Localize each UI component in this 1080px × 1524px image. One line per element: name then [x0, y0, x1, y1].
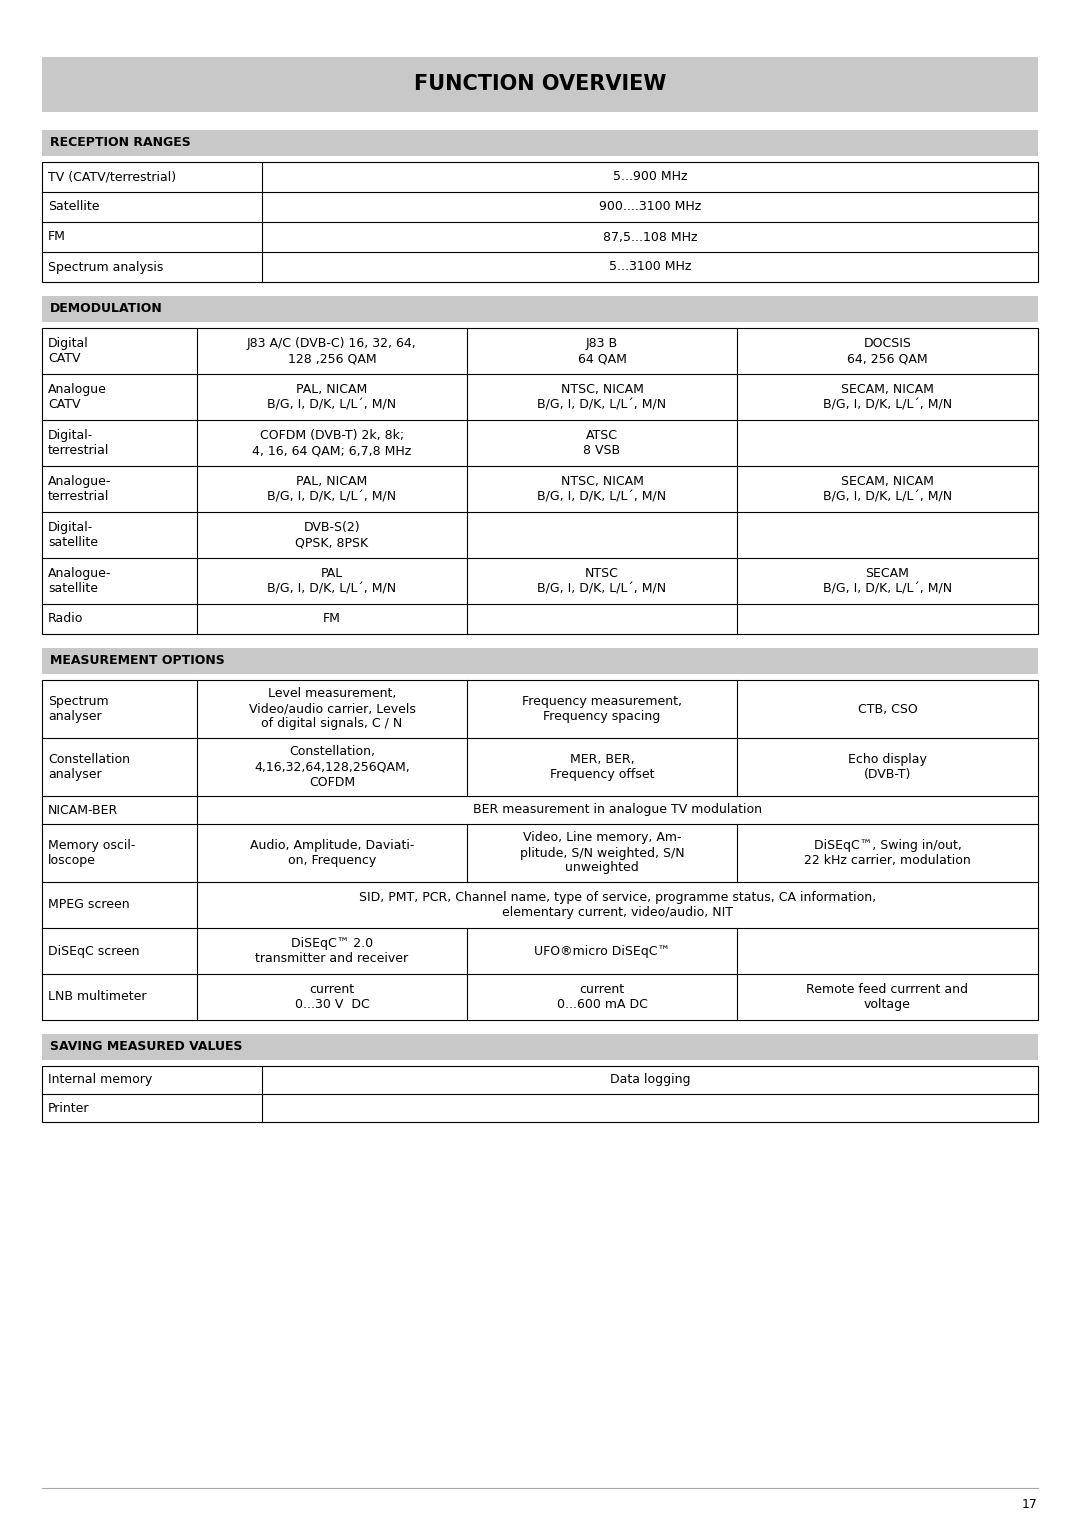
Text: 5...3100 MHz: 5...3100 MHz — [609, 261, 691, 273]
Text: DiSEqC™ 2.0
transmitter and receiver: DiSEqC™ 2.0 transmitter and receiver — [256, 937, 408, 965]
Text: 5...900 MHz: 5...900 MHz — [612, 171, 687, 183]
Text: current
0...600 mA DC: current 0...600 mA DC — [556, 983, 647, 1010]
Text: NTSC, NICAM
B/G, I, D/K, L/L´, M/N: NTSC, NICAM B/G, I, D/K, L/L´, M/N — [538, 475, 666, 503]
Bar — [42, 648, 1038, 674]
Text: Data logging: Data logging — [610, 1073, 690, 1087]
Text: Analogue-
satellite: Analogue- satellite — [48, 567, 111, 594]
Text: Radio: Radio — [48, 613, 83, 625]
Text: Analogue
CATV: Analogue CATV — [48, 383, 107, 411]
Text: Level measurement,
Video/audio carrier, Levels
of digital signals, C / N: Level measurement, Video/audio carrier, … — [248, 687, 416, 730]
Text: CTB, CSO: CTB, CSO — [858, 703, 917, 715]
Text: PAL, NICAM
B/G, I, D/K, L/L´, M/N: PAL, NICAM B/G, I, D/K, L/L´, M/N — [268, 383, 396, 411]
Text: MPEG screen: MPEG screen — [48, 899, 130, 911]
Text: Digital-
terrestrial: Digital- terrestrial — [48, 428, 109, 457]
Text: Remote feed currrent and
voltage: Remote feed currrent and voltage — [807, 983, 969, 1010]
Text: FM: FM — [48, 230, 66, 244]
Text: Video, Line memory, Am-
plitude, S/N weighted, S/N
unweighted: Video, Line memory, Am- plitude, S/N wei… — [519, 832, 685, 875]
Text: Audio, Amplitude, Daviati-
on, Frequency: Audio, Amplitude, Daviati- on, Frequency — [249, 840, 415, 867]
Text: DVB-S(2)
QPSK, 8PSK: DVB-S(2) QPSK, 8PSK — [296, 521, 368, 549]
Text: SECAM, NICAM
B/G, I, D/K, L/L´, M/N: SECAM, NICAM B/G, I, D/K, L/L´, M/N — [823, 475, 953, 503]
Text: TV (CATV/terrestrial): TV (CATV/terrestrial) — [48, 171, 176, 183]
Text: ATSC
8 VSB: ATSC 8 VSB — [583, 428, 621, 457]
Bar — [42, 1065, 1038, 1122]
Text: 87,5...108 MHz: 87,5...108 MHz — [603, 230, 698, 244]
Text: DiSEqC screen: DiSEqC screen — [48, 945, 139, 957]
Text: Constellation
analyser: Constellation analyser — [48, 753, 130, 780]
Text: COFDM (DVB-T) 2k, 8k;
4, 16, 64 QAM; 6,7,8 MHz: COFDM (DVB-T) 2k, 8k; 4, 16, 64 QAM; 6,7… — [253, 428, 411, 457]
Bar — [42, 130, 1038, 155]
Bar — [42, 296, 1038, 322]
Text: BER measurement in analogue TV modulation: BER measurement in analogue TV modulatio… — [473, 803, 762, 817]
Text: SAVING MEASURED VALUES: SAVING MEASURED VALUES — [50, 1041, 243, 1053]
Bar — [42, 680, 1038, 1020]
Text: RECEPTION RANGES: RECEPTION RANGES — [50, 137, 191, 149]
Text: Internal memory: Internal memory — [48, 1073, 152, 1087]
Bar — [42, 56, 1038, 111]
Text: Memory oscil-
loscope: Memory oscil- loscope — [48, 840, 135, 867]
Text: PAL
B/G, I, D/K, L/L´, M/N: PAL B/G, I, D/K, L/L´, M/N — [268, 567, 396, 594]
Text: Constellation,
4,16,32,64,128,256QAM,
COFDM: Constellation, 4,16,32,64,128,256QAM, CO… — [254, 745, 410, 788]
Text: NICAM-BER: NICAM-BER — [48, 803, 118, 817]
Text: Digital
CATV: Digital CATV — [48, 337, 89, 366]
Text: J83 B
64 QAM: J83 B 64 QAM — [578, 337, 626, 366]
Bar — [42, 162, 1038, 282]
Text: J83 A/C (DVB-C) 16, 32, 64,
128 ,256 QAM: J83 A/C (DVB-C) 16, 32, 64, 128 ,256 QAM — [247, 337, 417, 366]
Text: 900....3100 MHz: 900....3100 MHz — [599, 201, 701, 213]
Bar — [42, 1033, 1038, 1061]
Text: FM: FM — [323, 613, 341, 625]
Text: Printer: Printer — [48, 1102, 90, 1114]
Text: Spectrum analysis: Spectrum analysis — [48, 261, 163, 273]
Text: DiSEqC™, Swing in/out,
22 kHz carrier, modulation: DiSEqC™, Swing in/out, 22 kHz carrier, m… — [805, 840, 971, 867]
Text: SID, PMT, PCR, Channel name, type of service, programme status, CA information,
: SID, PMT, PCR, Channel name, type of ser… — [359, 892, 876, 919]
Text: DOCSIS
64, 256 QAM: DOCSIS 64, 256 QAM — [847, 337, 928, 366]
Text: SECAM, NICAM
B/G, I, D/K, L/L´, M/N: SECAM, NICAM B/G, I, D/K, L/L´, M/N — [823, 383, 953, 411]
Text: NTSC
B/G, I, D/K, L/L´, M/N: NTSC B/G, I, D/K, L/L´, M/N — [538, 567, 666, 594]
Text: Echo display
(DVB-T): Echo display (DVB-T) — [848, 753, 927, 780]
Text: Satellite: Satellite — [48, 201, 99, 213]
Text: LNB multimeter: LNB multimeter — [48, 991, 147, 1003]
Text: PAL, NICAM
B/G, I, D/K, L/L´, M/N: PAL, NICAM B/G, I, D/K, L/L´, M/N — [268, 475, 396, 503]
Text: Digital-
satellite: Digital- satellite — [48, 521, 98, 549]
Text: current
0...30 V  DC: current 0...30 V DC — [295, 983, 369, 1010]
Text: MEASUREMENT OPTIONS: MEASUREMENT OPTIONS — [50, 654, 225, 668]
Text: NTSC, NICAM
B/G, I, D/K, L/L´, M/N: NTSC, NICAM B/G, I, D/K, L/L´, M/N — [538, 383, 666, 411]
Text: Spectrum
analyser: Spectrum analyser — [48, 695, 109, 722]
Text: Frequency measurement,
Frequency spacing: Frequency measurement, Frequency spacing — [522, 695, 681, 722]
Text: UFO®micro DiSEqC™: UFO®micro DiSEqC™ — [534, 945, 670, 957]
Text: DEMODULATION: DEMODULATION — [50, 302, 163, 315]
Text: 17: 17 — [1022, 1498, 1038, 1512]
Text: FUNCTION OVERVIEW: FUNCTION OVERVIEW — [414, 75, 666, 94]
Text: SECAM
B/G, I, D/K, L/L´, M/N: SECAM B/G, I, D/K, L/L´, M/N — [823, 567, 953, 594]
Text: Analogue-
terrestrial: Analogue- terrestrial — [48, 475, 111, 503]
Bar — [42, 328, 1038, 634]
Text: MER, BER,
Frequency offset: MER, BER, Frequency offset — [550, 753, 654, 780]
